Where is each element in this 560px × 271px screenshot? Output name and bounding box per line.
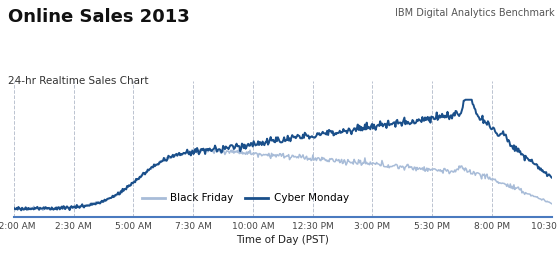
Text: Online Sales 2013: Online Sales 2013	[8, 8, 190, 26]
Text: 24-hr Realtime Sales Chart: 24-hr Realtime Sales Chart	[8, 76, 149, 86]
X-axis label: Time of Day (PST): Time of Day (PST)	[236, 235, 329, 245]
Legend: Black Friday, Cyber Monday: Black Friday, Cyber Monday	[137, 189, 353, 208]
Text: IBM Digital Analytics Benchmark: IBM Digital Analytics Benchmark	[395, 8, 554, 18]
